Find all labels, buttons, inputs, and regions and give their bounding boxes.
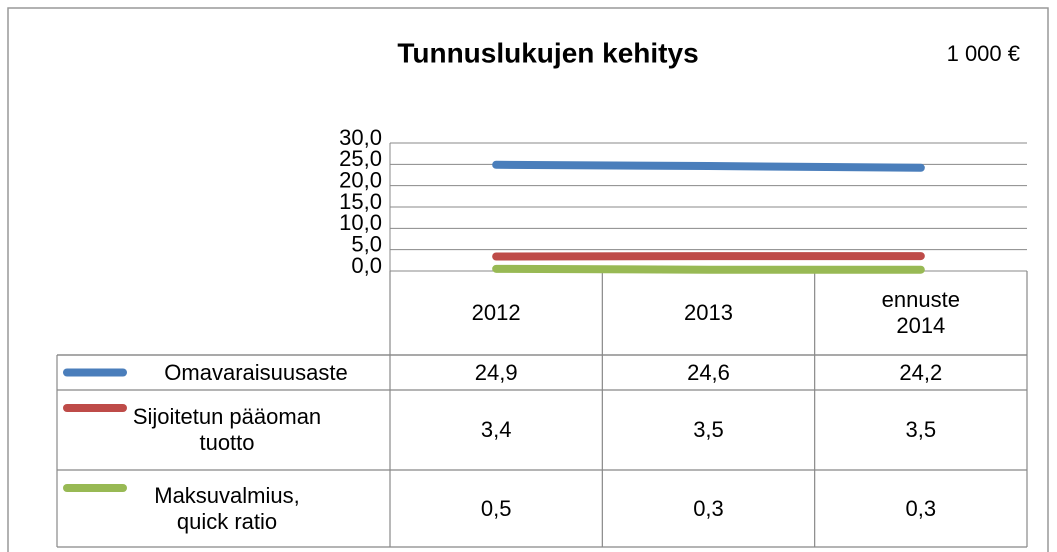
- value-label: 3,5: [905, 417, 937, 442]
- y-tick-label: 20,0: [339, 167, 382, 192]
- category-label: ennuste 2014: [881, 287, 960, 338]
- y-tick-label: 0,0: [351, 253, 382, 278]
- legend-label: Sijoitetun pääoman tuotto: [132, 404, 322, 455]
- value-label: 3,5: [693, 417, 724, 442]
- legend-label: Omavaraisuusaste: [164, 359, 348, 385]
- chart-title: Tunnuslukujen kehitys: [397, 37, 698, 68]
- value-label: 0,3: [905, 495, 937, 521]
- value-label: 24,2: [899, 359, 943, 385]
- y-tick-label: 15,0: [339, 189, 382, 214]
- y-tick-label: 25,0: [339, 146, 382, 171]
- category-label: 2013: [684, 300, 733, 325]
- y-tick-label: 5,0: [351, 231, 382, 256]
- value-label: 24,6: [687, 359, 730, 385]
- legend-label: Maksuvalmius, quick ratio: [154, 482, 300, 534]
- series-line: [492, 160, 925, 172]
- value-label: 0,3: [693, 495, 724, 521]
- series-line: [492, 264, 925, 274]
- unit-label: 1 000 €: [947, 41, 1020, 66]
- value-label: 24,9: [474, 359, 518, 385]
- category-label: 2012: [471, 300, 521, 325]
- y-tick-label: 10,0: [339, 210, 382, 235]
- chart-border: [7, 7, 1049, 552]
- value-label: 0,5: [480, 495, 512, 521]
- value-label: 3,4: [480, 417, 512, 442]
- y-tick-label: 30,0: [339, 125, 382, 150]
